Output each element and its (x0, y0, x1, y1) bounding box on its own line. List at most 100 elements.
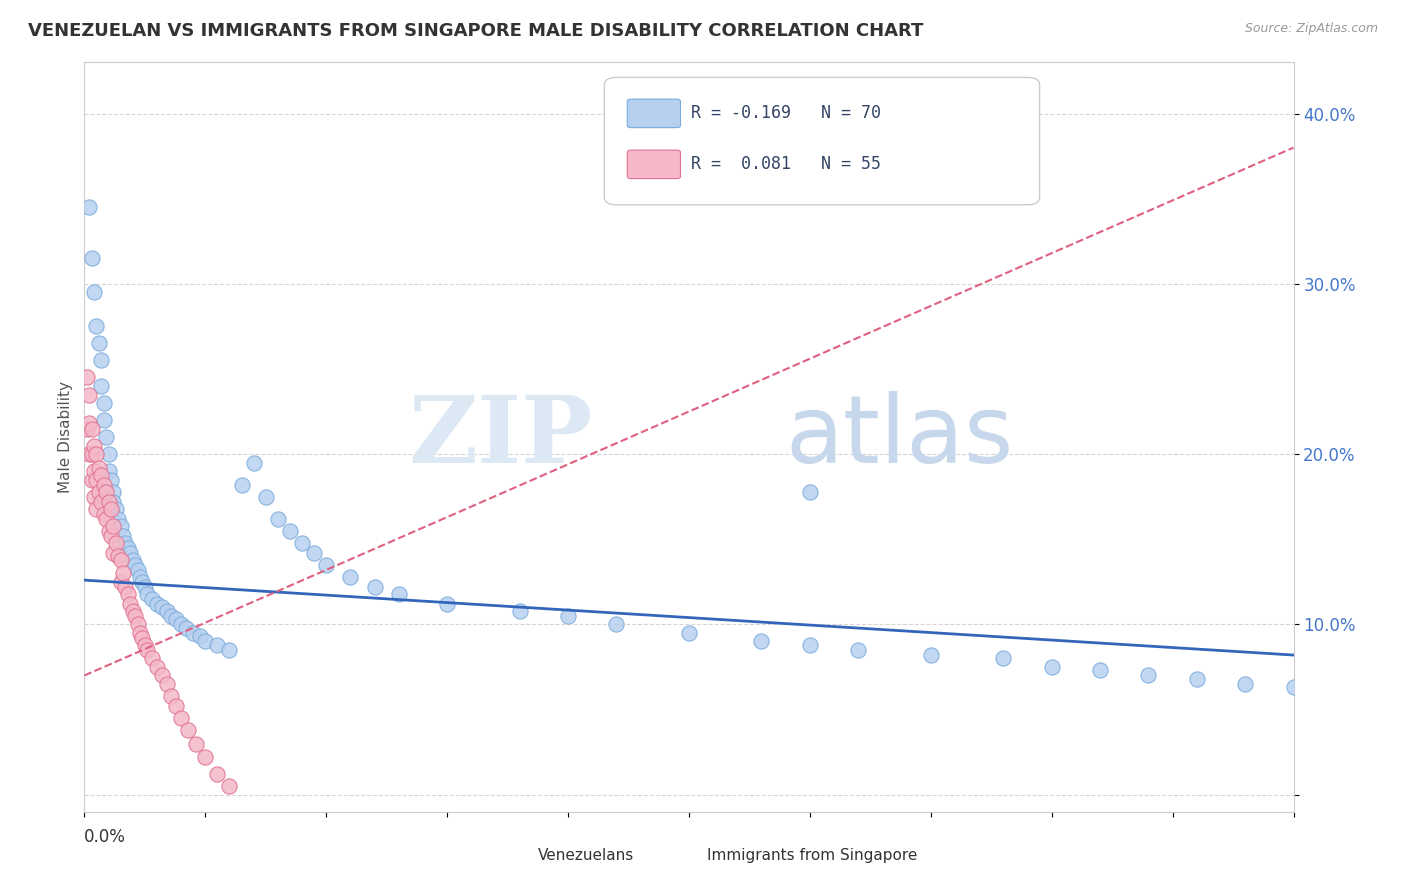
Point (136, 643, 159, 657)
Point (97, 495, 120, 509)
Point (83, 439, 105, 453)
Point (165, 612, 187, 626)
Point (155, 604, 177, 618)
Point (1185, 672, 1208, 686)
Point (170, 617, 193, 632)
Point (107, 512, 129, 526)
Point (124, 608, 146, 623)
Point (557, 608, 579, 623)
Point (194, 634, 217, 648)
Point (170, 711, 193, 725)
Point (121, 604, 143, 618)
Point (103, 495, 125, 509)
Point (83, 490, 105, 504)
Text: R =  0.081   N = 55: R = 0.081 N = 55 (692, 155, 882, 173)
Point (120, 597, 142, 611)
Point (110, 552, 132, 566)
Point (267, 512, 290, 526)
Point (363, 580, 385, 594)
Point (146, 660, 169, 674)
Point (117, 541, 139, 555)
Point (242, 456, 264, 470)
Point (218, 779, 240, 793)
Point (605, 617, 627, 632)
Point (90, 379, 112, 393)
Point (103, 518, 125, 533)
Point (181, 626, 204, 640)
Point (94, 512, 117, 526)
Point (231, 477, 253, 491)
Point (1234, 677, 1257, 691)
Point (155, 677, 177, 691)
Point (174, 621, 197, 635)
Point (920, 648, 942, 662)
Point (509, 604, 531, 618)
Point (97, 447, 120, 461)
Point (100, 529, 122, 543)
Point (388, 587, 411, 601)
Point (129, 626, 152, 640)
Text: Venezuelans: Venezuelans (538, 847, 634, 863)
Point (751, 634, 773, 648)
Point (76, 421, 98, 435)
Point (127, 617, 149, 632)
Text: R = -0.169   N = 70: R = -0.169 N = 70 (692, 104, 882, 122)
Point (87, 336, 110, 351)
Point (150, 668, 173, 682)
Y-axis label: Male Disability: Male Disability (58, 381, 73, 493)
Point (77, 200, 100, 214)
Point (104, 501, 127, 516)
Point (80, 252, 103, 266)
Point (83, 285, 105, 300)
Point (112, 566, 135, 581)
Point (278, 524, 301, 538)
Point (87, 460, 110, 475)
Point (86, 473, 108, 487)
Point (436, 597, 458, 611)
Point (131, 631, 153, 645)
Point (86, 501, 108, 516)
Text: atlas: atlas (786, 391, 1014, 483)
Point (302, 546, 325, 560)
Point (93, 477, 115, 491)
Text: 0.0%: 0.0% (84, 828, 127, 847)
Point (160, 689, 183, 703)
Point (1040, 660, 1063, 674)
FancyBboxPatch shape (627, 150, 681, 178)
FancyBboxPatch shape (627, 99, 681, 128)
Point (121, 552, 143, 566)
Point (190, 629, 212, 643)
Point (97, 464, 120, 478)
Point (94, 430, 117, 444)
Point (94, 484, 117, 499)
Point (131, 574, 153, 589)
Point (110, 518, 132, 533)
Point (254, 490, 277, 504)
Point (993, 651, 1015, 665)
Text: VENEZUELAN VS IMMIGRANTS FROM SINGAPORE MALE DISABILITY CORRELATION CHART: VENEZUELAN VS IMMIGRANTS FROM SINGAPORE … (28, 22, 924, 40)
Point (207, 638, 229, 652)
Point (194, 750, 217, 764)
Point (77, 417, 100, 431)
Text: ZIP: ZIP (408, 392, 592, 482)
Point (90, 467, 112, 482)
Point (80, 473, 103, 487)
Point (86, 447, 108, 461)
Text: Source: ZipAtlas.com: Source: ZipAtlas.com (1244, 22, 1378, 36)
Point (112, 529, 135, 543)
Point (83, 464, 105, 478)
Point (165, 699, 187, 714)
Point (1088, 664, 1111, 678)
Point (100, 501, 122, 516)
Point (141, 651, 163, 665)
FancyBboxPatch shape (662, 847, 702, 867)
Point (87, 484, 110, 499)
Point (184, 737, 207, 751)
Point (103, 546, 125, 560)
Point (76, 370, 98, 384)
Point (127, 563, 149, 577)
Point (339, 570, 361, 584)
Point (160, 608, 183, 623)
Point (107, 549, 129, 564)
Point (97, 524, 120, 538)
